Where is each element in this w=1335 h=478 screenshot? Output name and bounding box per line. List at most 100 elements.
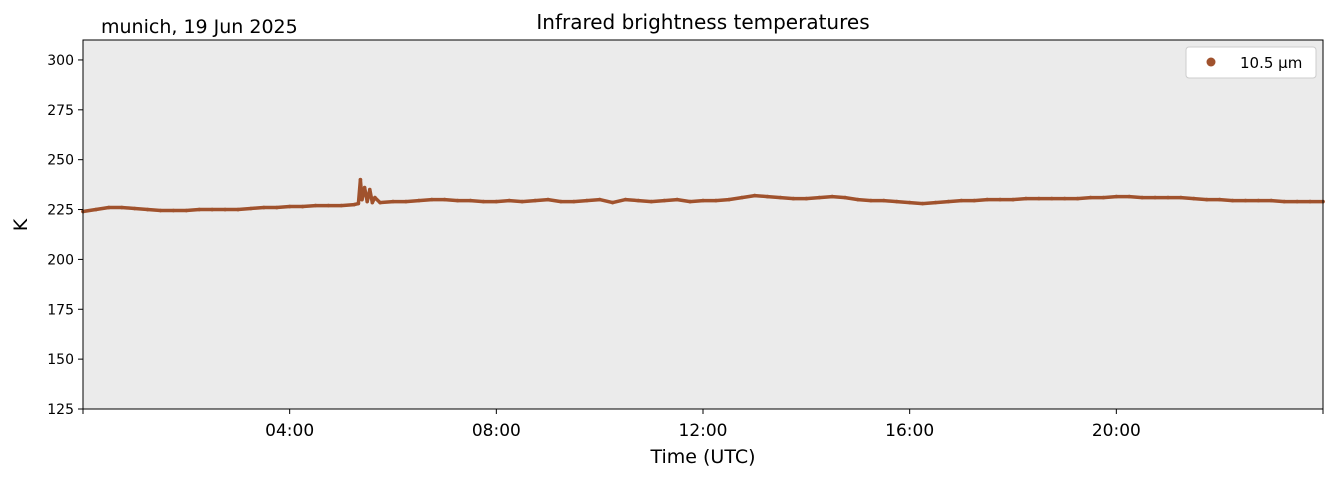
x-tick-label: 16:00 — [885, 421, 934, 441]
legend-frame — [1185, 46, 1317, 79]
data-point — [727, 197, 731, 202]
data-point — [358, 177, 363, 182]
data-point — [985, 197, 989, 202]
data-point — [442, 197, 447, 202]
y-tick-label: 225 — [47, 203, 74, 219]
y-axis: 125 150 175 200 225 250 275 300 — [47, 53, 83, 418]
data-point — [843, 195, 847, 200]
data-point — [778, 195, 783, 200]
data-point — [1269, 198, 1274, 203]
data-point — [1088, 195, 1093, 200]
data-point — [158, 208, 163, 213]
y-tick-label: 175 — [47, 302, 74, 318]
data-point — [765, 194, 770, 199]
data-point — [391, 199, 395, 204]
data-point — [197, 207, 202, 212]
data-point — [714, 198, 718, 203]
data-point — [959, 198, 964, 203]
data-point — [1153, 195, 1157, 200]
plot-area — [83, 40, 1323, 409]
data-point — [804, 196, 809, 201]
data-point — [171, 208, 176, 213]
y-axis-label: K — [10, 218, 32, 231]
x-tick-label: 08:00 — [472, 421, 521, 441]
data-point — [623, 197, 628, 202]
data-point — [752, 193, 757, 198]
data-point — [1217, 197, 1222, 202]
data-point — [236, 207, 240, 212]
data-point — [1282, 199, 1287, 204]
data-point — [356, 201, 361, 206]
data-point — [210, 207, 214, 212]
data-point — [313, 203, 318, 208]
data-point — [882, 198, 886, 203]
data-point — [1308, 199, 1312, 204]
data-point — [360, 197, 364, 202]
data-point — [1062, 196, 1067, 201]
data-point — [145, 207, 150, 212]
data-point — [94, 207, 98, 212]
data-point — [1024, 196, 1028, 201]
y-tick-label: 125 — [47, 402, 74, 418]
data-point — [507, 198, 512, 203]
data-point — [378, 200, 382, 205]
data-point — [972, 198, 977, 203]
data-point — [352, 202, 357, 207]
data-point — [326, 203, 331, 208]
data-point — [223, 207, 227, 212]
data-point — [249, 206, 253, 211]
data-point — [533, 198, 537, 203]
chart-subtitle: munich, 19 Jun 2025 — [101, 16, 298, 38]
data-point — [597, 197, 602, 202]
data-point — [610, 200, 615, 205]
x-axis: 04:00 08:00 12:00 16:00 20:00 — [82, 409, 1324, 441]
data-point — [636, 198, 641, 203]
data-point — [1192, 196, 1196, 201]
data-point — [739, 195, 744, 200]
data-point — [559, 199, 563, 204]
data-point — [365, 199, 369, 204]
legend: 10.5 µm — [1185, 46, 1317, 79]
data-point — [830, 194, 834, 199]
data-point — [701, 198, 705, 203]
data-point — [649, 199, 654, 204]
data-point — [675, 197, 679, 202]
data-point — [688, 199, 692, 204]
data-point — [1075, 196, 1080, 201]
data-point — [1295, 199, 1299, 204]
data-point — [468, 198, 473, 203]
series-line — [81, 177, 1325, 214]
data-point — [429, 197, 434, 202]
x-axis-label: Time (UTC) — [649, 446, 755, 468]
data-point — [920, 201, 925, 206]
y-tick-label: 200 — [47, 252, 74, 268]
data-point — [404, 199, 408, 204]
chart-title: Infrared brightness temperatures — [536, 10, 869, 34]
legend-label: 10.5 µm — [1240, 54, 1302, 72]
data-point — [300, 204, 305, 209]
data-point — [869, 198, 873, 203]
data-point — [373, 195, 377, 200]
data-point — [572, 199, 576, 204]
data-point — [1011, 197, 1015, 202]
data-point — [546, 197, 550, 202]
data-point — [907, 200, 912, 205]
data-point — [1127, 194, 1132, 199]
data-point — [184, 208, 189, 213]
data-point — [481, 199, 486, 204]
data-point — [1179, 195, 1183, 200]
data-point — [1243, 198, 1248, 203]
data-point — [1166, 195, 1170, 200]
data-point — [107, 205, 111, 210]
data-point — [998, 197, 1002, 202]
data-point — [339, 203, 344, 208]
data-point — [662, 198, 667, 203]
data-point — [1037, 196, 1041, 201]
data-point — [1114, 194, 1119, 199]
y-tick-label: 250 — [47, 153, 74, 169]
x-tick-label: 12:00 — [679, 421, 728, 441]
data-point — [262, 205, 266, 210]
data-point — [1101, 195, 1106, 200]
data-point — [791, 196, 796, 201]
